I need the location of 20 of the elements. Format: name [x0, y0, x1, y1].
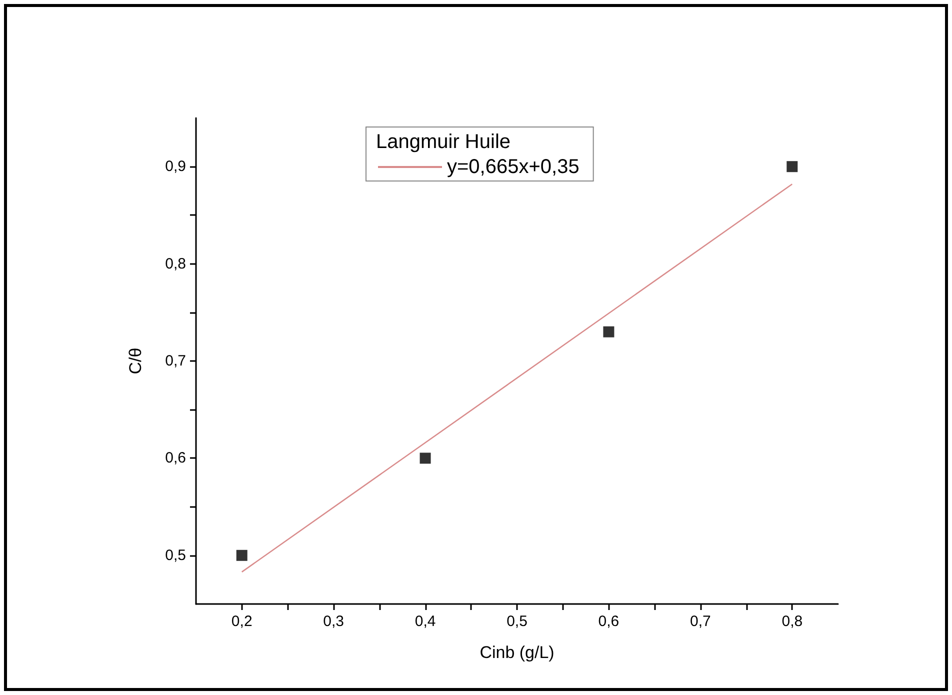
x-tick-label: 0,3: [323, 613, 344, 630]
point: [786, 161, 798, 172]
x-tick-label: 0,6: [598, 613, 620, 630]
point: [603, 326, 614, 338]
x-axis-title: Cinb (g/L): [480, 643, 554, 662]
y-axis-title: C/θ: [126, 348, 145, 374]
x-tick-label: 0,7: [690, 613, 711, 630]
y-tick-label: 0,6: [165, 450, 186, 467]
x-tick-label: 0,5: [506, 613, 528, 630]
x-tick-label: 0,8: [782, 613, 803, 630]
y-tick-label: 0,8: [165, 255, 186, 272]
x-tick-label: 0,4: [414, 613, 436, 630]
legend-title: Langmuir Huile: [376, 131, 511, 153]
y-tick-label: 0,5: [165, 546, 186, 564]
point: [236, 550, 248, 561]
legend-label: y=0,665x+0,35: [447, 156, 580, 178]
y-tick-label: 0,7: [165, 352, 186, 370]
point: [420, 452, 431, 464]
x-tick-label: 0,2: [231, 613, 252, 630]
y-tick-label: 0,9: [165, 158, 186, 176]
